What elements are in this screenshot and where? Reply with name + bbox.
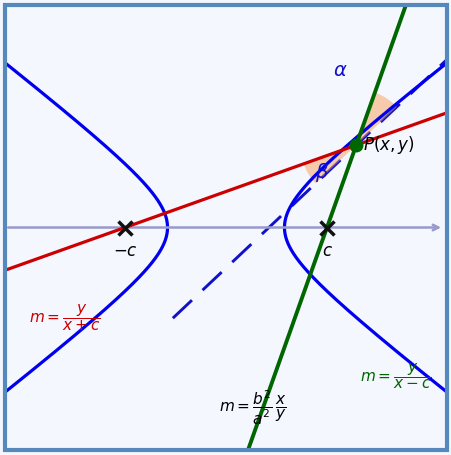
Text: $m=\dfrac{y}{x-c}$: $m=\dfrac{y}{x-c}$ — [359, 361, 431, 391]
Wedge shape — [303, 145, 355, 183]
Text: $\alpha$: $\alpha$ — [332, 61, 347, 80]
Text: $c$: $c$ — [321, 243, 331, 260]
Wedge shape — [355, 92, 396, 145]
Text: $-c$: $-c$ — [112, 243, 137, 260]
Text: $\beta$: $\beta$ — [314, 161, 328, 184]
Text: $m=\dfrac{b^2}{a^2}\,\dfrac{x}{y}$: $m=\dfrac{b^2}{a^2}\,\dfrac{x}{y}$ — [218, 389, 285, 427]
Text: $m=\dfrac{y}{x+c}$: $m=\dfrac{y}{x+c}$ — [29, 303, 101, 333]
Text: $P(x,y)$: $P(x,y)$ — [362, 134, 414, 156]
